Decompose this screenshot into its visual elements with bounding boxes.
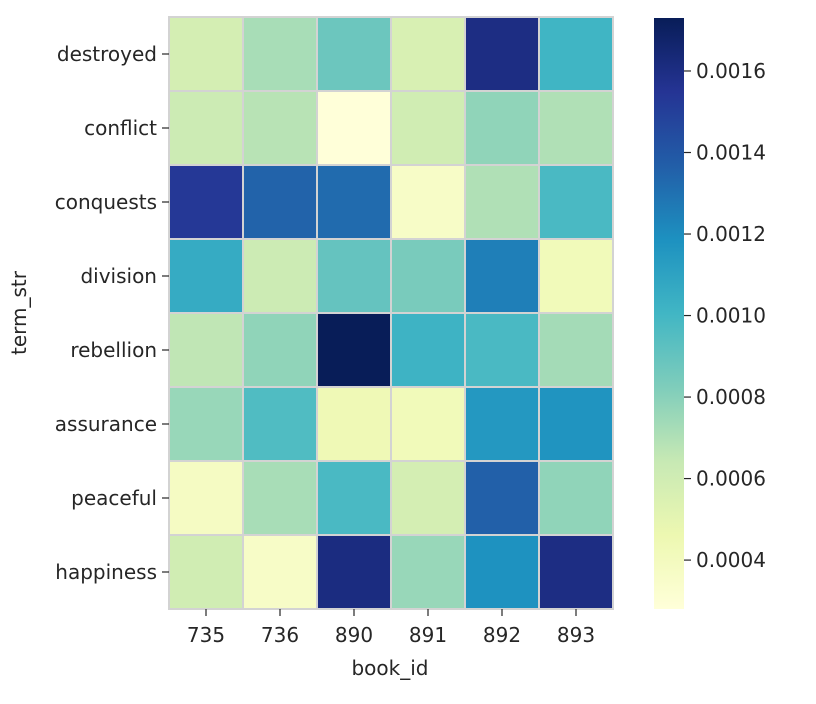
- heatmap-cell: [168, 460, 244, 536]
- heatmap-cell: [538, 312, 614, 388]
- colorbar-tick-label: 0.0014: [696, 141, 766, 165]
- colorbar-tick-label: 0.0008: [696, 385, 766, 409]
- heatmap-cell: [242, 460, 318, 536]
- x-tick-label: 735: [187, 623, 225, 647]
- heatmap-cell: [242, 386, 318, 462]
- heatmap-cell: [316, 534, 392, 610]
- heatmap-cell: [390, 16, 466, 92]
- heatmap-cell: [168, 534, 244, 610]
- heatmap-cell: [464, 386, 540, 462]
- x-tick-label: 736: [261, 623, 299, 647]
- heatmap-cell: [242, 90, 318, 166]
- heatmap-cell: [538, 534, 614, 610]
- heatmap-cells: [168, 16, 614, 610]
- heatmap-cell: [390, 386, 466, 462]
- heatmap-cell: [316, 238, 392, 314]
- heatmap-cell: [316, 386, 392, 462]
- y-tick-label: division: [80, 264, 157, 288]
- heatmap-cell: [390, 460, 466, 536]
- x-tick-label: 891: [409, 623, 447, 647]
- colorbar-tick-label: 0.0016: [696, 59, 766, 83]
- heatmap-cell: [316, 312, 392, 388]
- y-tick-label: rebellion: [70, 338, 157, 362]
- heatmap-cell: [464, 238, 540, 314]
- y-tick-label: conflict: [84, 116, 157, 140]
- heatmap-cell: [168, 164, 244, 240]
- heatmap-cell: [390, 238, 466, 314]
- x-tick-label: 893: [557, 623, 595, 647]
- heatmap-cell: [538, 90, 614, 166]
- heatmap-cell: [464, 534, 540, 610]
- heatmap-cell: [242, 534, 318, 610]
- heatmap-cell: [538, 238, 614, 314]
- x-axis-label: book_id: [351, 656, 428, 680]
- colorbar-tick-label: 0.0006: [696, 467, 766, 491]
- y-tick-label: conquests: [55, 190, 157, 214]
- heatmap-cell: [316, 164, 392, 240]
- heatmap-cell: [538, 16, 614, 92]
- y-axis-label: term_str: [7, 270, 31, 355]
- heatmap-cell: [464, 164, 540, 240]
- heatmap-cell: [316, 460, 392, 536]
- y-tick-label: peaceful: [71, 486, 157, 510]
- colorbar: [654, 18, 684, 609]
- x-axis-ticks: 735 736 890 891 892 893: [187, 609, 595, 647]
- heatmap-cell: [464, 460, 540, 536]
- heatmap-cell: [168, 238, 244, 314]
- colorbar-tick-label: 0.0010: [696, 304, 766, 328]
- heatmap-cell: [168, 312, 244, 388]
- heatmap-cell: [538, 386, 614, 462]
- heatmap-cell: [538, 164, 614, 240]
- heatmap-cell: [242, 238, 318, 314]
- y-tick-label: assurance: [55, 412, 157, 436]
- heatmap-cell: [168, 386, 244, 462]
- heatmap-cell: [316, 16, 392, 92]
- heatmap-cell: [242, 312, 318, 388]
- colorbar-tick-label: 0.0004: [696, 548, 766, 572]
- heatmap-cell: [390, 164, 466, 240]
- colorbar-ticks: 0.0004 0.0006 0.0008 0.0010 0.0012 0.0014 0.00…: [684, 59, 766, 572]
- x-tick-label: 892: [483, 623, 521, 647]
- y-axis-ticks: destroyed conflict conquests division rebell…: [55, 42, 169, 584]
- heatmap-cell: [464, 312, 540, 388]
- heatmap-cell: [242, 16, 318, 92]
- heatmap-cell: [464, 90, 540, 166]
- y-tick-label: happiness: [55, 560, 157, 584]
- heatmap-cell: [390, 90, 466, 166]
- heatmap-cell: [538, 460, 614, 536]
- heatmap-cell: [242, 164, 318, 240]
- heatmap-cell: [390, 312, 466, 388]
- heatmap-cell: [316, 90, 392, 166]
- heatmap-cell: [168, 16, 244, 92]
- x-tick-label: 890: [335, 623, 373, 647]
- heatmap-cell: [390, 534, 466, 610]
- y-tick-label: destroyed: [57, 42, 157, 66]
- colorbar-tick-label: 0.0012: [696, 222, 766, 246]
- heatmap-cell: [464, 16, 540, 92]
- heatmap-cell: [168, 90, 244, 166]
